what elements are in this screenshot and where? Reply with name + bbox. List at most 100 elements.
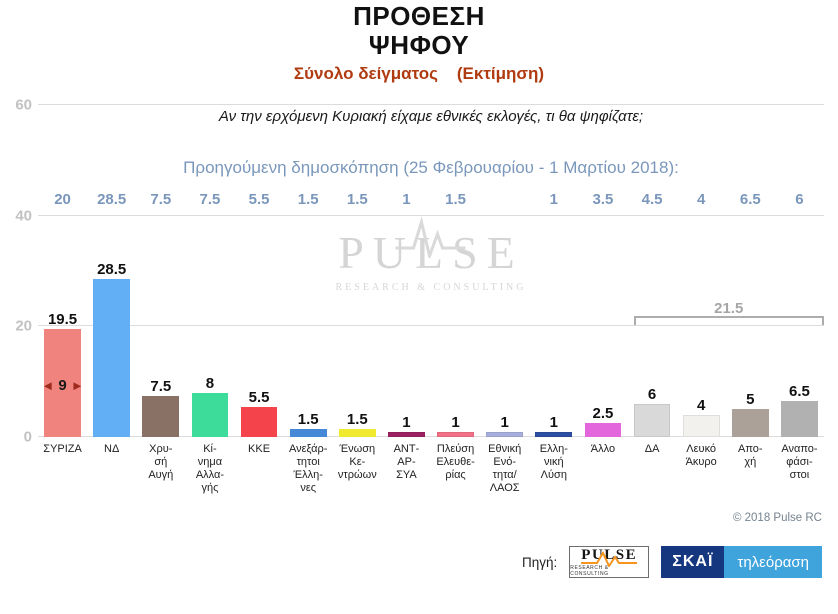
previous-value: 20 bbox=[54, 191, 71, 208]
bar bbox=[388, 431, 425, 437]
bar-column: 1.5 bbox=[333, 412, 382, 437]
pulse-logo-subtext: RESEARCH & CONSULTING bbox=[570, 564, 609, 577]
bar bbox=[781, 401, 818, 437]
skai-logo-subtext: τηλεόραση bbox=[724, 546, 822, 578]
skai-logo-name: ΣΚΑΪ bbox=[661, 546, 725, 578]
category-label: Εθνική Ενό- τητα/ ΛΑΟΣ bbox=[488, 443, 522, 494]
source-row: Πηγή: PULSE RESEARCH & CONSULTING ΣΚΑΪ τ… bbox=[0, 546, 822, 578]
category-label: Ανεξάρ- τητοι Έλλη- νες bbox=[288, 443, 328, 494]
previous-value: 4 bbox=[697, 191, 706, 208]
previous-value: 4.5 bbox=[641, 191, 663, 208]
gridline bbox=[38, 325, 824, 327]
bar-value-label: 5.5 bbox=[248, 388, 270, 406]
bar-column: 7.5 bbox=[136, 377, 185, 437]
gridline bbox=[38, 104, 824, 105]
bar-column: 6.5 bbox=[775, 384, 824, 437]
pulse-watermark-text: PULSE bbox=[328, 216, 535, 276]
bars-plot: 21.5 19.5 ◄ 9 ► 28.5 7.5 8 5.5 1.5 1.5 1 1 1 1 2.5 6 4… bbox=[38, 105, 824, 437]
previous-value: 7.5 bbox=[150, 191, 172, 208]
bar-value-label: 7.5 bbox=[150, 377, 172, 395]
bar: ◄ 9 ► bbox=[41, 329, 84, 437]
bar-column: 6 bbox=[628, 387, 677, 437]
previous-value: 3.5 bbox=[592, 191, 614, 208]
previous-value: 1 bbox=[402, 191, 411, 208]
bar-value-label: 8 bbox=[205, 374, 215, 392]
watermark-subtext: RESEARCH & CONSULTING bbox=[328, 282, 535, 293]
bar bbox=[437, 431, 474, 437]
right-arrow-icon: ► bbox=[70, 378, 84, 394]
category-label: ΔΑ bbox=[644, 443, 660, 455]
bar-value-label: 1 bbox=[402, 413, 411, 431]
y-axis-tick-label: 40 bbox=[15, 207, 32, 225]
category-label: Πλεύση Ελευθε- ρίας bbox=[436, 443, 475, 481]
previous-value: 1 bbox=[549, 191, 558, 208]
category-label: ΑΝΤ- ΑΡ- ΣΥΑ bbox=[393, 443, 420, 481]
bar bbox=[240, 406, 278, 437]
bar-column: 5 bbox=[726, 392, 775, 437]
difference-marker: ◄ 9 ► bbox=[40, 377, 85, 394]
source-label: Πηγή: bbox=[521, 554, 558, 570]
bar bbox=[682, 414, 720, 437]
gridline bbox=[38, 214, 824, 216]
pulse-logo-name: PULSE bbox=[581, 546, 638, 563]
pulse-logo-waveform-icon bbox=[581, 551, 638, 567]
bar bbox=[338, 428, 376, 437]
bar-value-label: 1 bbox=[451, 413, 460, 431]
category-label: ΣΥΡΙΖΑ bbox=[43, 443, 82, 455]
category-label: Λευκό Άκυρο bbox=[685, 443, 717, 468]
category-label: Αναπο- φάσι- στοι bbox=[781, 443, 818, 481]
previous-values-row: 20 28.5 7.5 7.5 5.5 1.5 1.5 1 1.5 1 3.5 4.5 4 6.5 6 bbox=[38, 191, 824, 208]
pulse-watermark: PULSE RESEARCH & CONSULTING bbox=[328, 216, 535, 293]
bar-value-label: 28.5 bbox=[97, 261, 127, 279]
bar-column: 8 bbox=[185, 376, 234, 437]
previous-value: 6.5 bbox=[739, 191, 761, 208]
category-label: Ελλη- νική Λύση bbox=[539, 443, 568, 481]
bar bbox=[93, 279, 131, 437]
pulse-logo: PULSE RESEARCH & CONSULTING bbox=[569, 546, 650, 578]
bar-value-label: 6 bbox=[647, 385, 657, 403]
bar-column: 19.5 ◄ 9 ► bbox=[38, 312, 87, 437]
y-axis-tick-label: 60 bbox=[15, 96, 32, 114]
bar-value-label: 2.5 bbox=[592, 405, 614, 423]
left-arrow-icon: ◄ bbox=[41, 378, 55, 394]
bar-column: 1 bbox=[382, 413, 431, 437]
category-label: Χρυ- σή Αυγή bbox=[148, 443, 174, 481]
x-axis-labels: ΣΥΡΙΖΑ ΝΔ Χρυ- σή Αυγή Κί- νημα Αλλα- γής ΚΚ… bbox=[38, 443, 824, 495]
undecided-sum-bracket: 21.5 bbox=[633, 301, 824, 325]
gridline bbox=[38, 436, 824, 437]
bar-column: 5.5 bbox=[235, 390, 284, 437]
bar bbox=[191, 392, 229, 437]
bar bbox=[731, 409, 769, 437]
bar-column: 28.5 bbox=[87, 262, 136, 437]
bar-value-label: 1 bbox=[549, 413, 558, 431]
pulse-waveform-icon bbox=[395, 216, 466, 258]
previous-poll-label: Προηγούμενη δημοσκόπηση (25 Φεβρουαρίου … bbox=[183, 158, 679, 177]
category-label: Άλλο bbox=[590, 443, 616, 455]
copyright: © 2018 Pulse RC bbox=[732, 512, 822, 524]
bar-value-label: 6.5 bbox=[789, 383, 810, 400]
chart-subtitle: Σύνολο δείγματος (Εκτίμηση) bbox=[293, 64, 545, 83]
bar-value-label: 1.5 bbox=[346, 410, 368, 428]
bar bbox=[535, 431, 573, 437]
skai-logo: ΣΚΑΪ τηλεόραση bbox=[661, 546, 822, 578]
bar-value-label: 1.5 bbox=[297, 410, 319, 428]
previous-value: 1.5 bbox=[346, 191, 368, 208]
bar bbox=[633, 403, 671, 437]
y-axis-tick-label: 0 bbox=[23, 428, 32, 446]
previous-value bbox=[480, 191, 529, 208]
bar-column: 2.5 bbox=[578, 406, 627, 437]
previous-value: 1.5 bbox=[297, 191, 319, 208]
previous-value: 1.5 bbox=[445, 191, 466, 208]
previous-value: 7.5 bbox=[199, 191, 221, 208]
previous-value: 6 bbox=[795, 191, 804, 208]
category-label: ΚΚΕ bbox=[248, 443, 271, 455]
bar-column: 4 bbox=[677, 398, 726, 437]
bar-column: 1 bbox=[529, 413, 578, 437]
bracket-label: 21.5 bbox=[714, 300, 744, 317]
bar-value-label: 4 bbox=[697, 396, 706, 414]
page-title: ΠΡΟΘΕΣΗ ΨΗΦΟΥ bbox=[353, 1, 485, 61]
bar-value-label: 19.5 bbox=[47, 311, 78, 329]
bar-column: 1.5 bbox=[284, 412, 333, 437]
chart-area: 0 20 40 60 PULSE RESEARCH & CONSULTING Αν τ… bbox=[0, 97, 838, 446]
